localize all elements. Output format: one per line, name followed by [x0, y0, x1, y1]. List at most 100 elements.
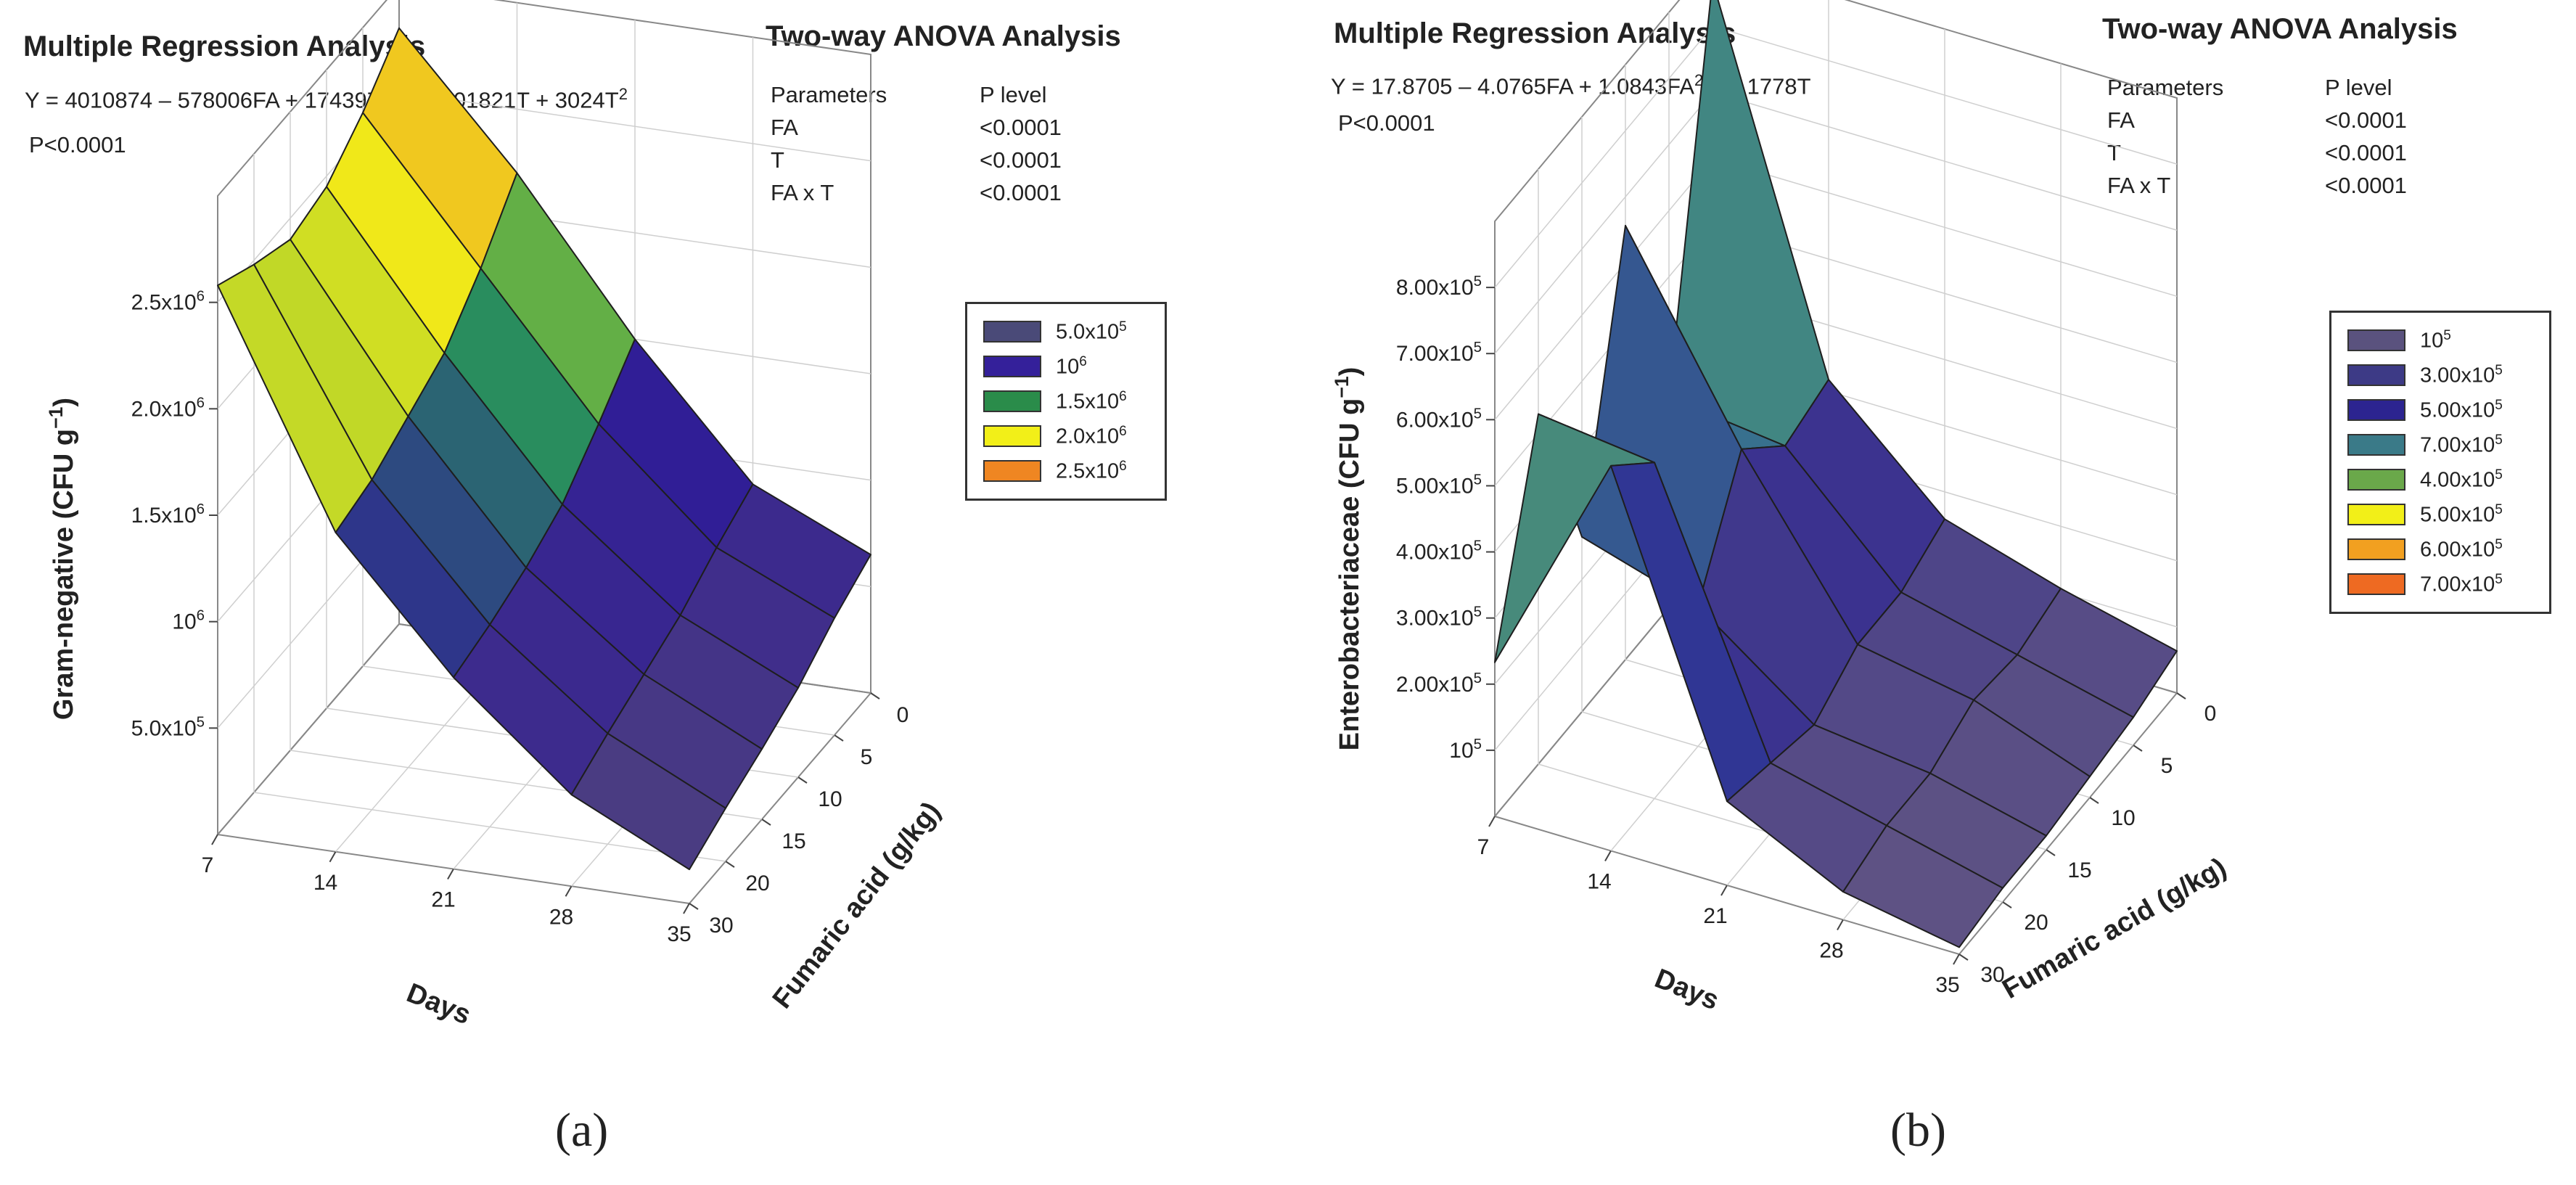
legend-label: 6.00x105	[2420, 536, 2503, 562]
surface-plot-a: 5.0x105 106 1.5x106 2.0x106 2.5x106 7 14 21 28 35…	[45, 0, 946, 1030]
y-tick	[2089, 797, 2099, 804]
y-tick	[2046, 849, 2056, 856]
anova-row: T <0.0001	[771, 144, 1062, 176]
anova-p: <0.0001	[2325, 172, 2407, 198]
legend-label: 3.00x105	[2420, 362, 2503, 388]
x-tick	[1720, 885, 1728, 896]
z-tick-label: 6.00x105	[1396, 406, 1482, 432]
x-tick-label: 35	[667, 922, 691, 946]
z-tick-label: 5.0x105	[131, 714, 205, 740]
z-tick-label: 1.5x106	[131, 501, 205, 528]
x-tick-label: 14	[313, 871, 337, 895]
legend-label: 7.00x105	[2420, 571, 2503, 596]
legend-entry: 5.00x105	[2331, 497, 2549, 532]
regression-p-value: P<0.0001	[29, 132, 126, 157]
anova-table: Parameters P level FA <0.0001 T <0.0001 FA …	[2107, 71, 2407, 202]
legend-entry: 1.5x106	[967, 384, 1165, 419]
anova-header-plevel: P level	[2325, 74, 2392, 100]
legend-swatch	[983, 356, 1041, 377]
legend-b: 105 3.00x105 5.00x105 7.00x105 4.00x105 5.00x…	[2329, 311, 2551, 614]
legend-label: 2.5x106	[1056, 458, 1127, 483]
z-tick-label: 105	[1449, 737, 1482, 763]
anova-param: T	[771, 147, 784, 173]
z-tick-label: 8.00x105	[1396, 274, 1482, 300]
legend-swatch	[983, 460, 1041, 482]
y-tick	[870, 692, 880, 700]
x-tick-label: 7	[1477, 835, 1490, 859]
z-tick-label: 2.0x106	[131, 395, 205, 421]
regression-p-value: P<0.0001	[1338, 110, 1435, 136]
legend-entry: 2.0x106	[967, 419, 1165, 454]
anova-row: FA x T <0.0001	[771, 176, 1062, 209]
anova-title: Two-way ANOVA Analysis	[2102, 13, 2458, 45]
anova-p: <0.0001	[980, 114, 1062, 140]
surface-plot-b: 1052.00x1053.00x1054.00x1055.00x1056.00x…	[1331, 0, 2231, 1016]
gridline	[1494, 91, 1713, 354]
anova-row: FA x T <0.0001	[2107, 169, 2407, 202]
legend-entry: 7.00x105	[2331, 567, 2549, 602]
legend-swatch	[2347, 538, 2405, 560]
y-tick-label: 20	[2024, 911, 2048, 935]
legend-swatch	[2347, 364, 2405, 386]
y-tick	[761, 819, 771, 826]
legend-swatch	[2347, 434, 2405, 456]
y-tick-label: 20	[745, 872, 769, 895]
legend-swatch	[2347, 573, 2405, 595]
z-tick-label: 2.00x105	[1396, 671, 1482, 697]
legend-entry: 105	[2331, 323, 2549, 358]
z-axis-title: Gram-negative (CFU g−1)	[45, 398, 79, 720]
legend-swatch	[983, 425, 1041, 447]
legend-swatch	[2347, 329, 2405, 351]
anova-p: <0.0001	[980, 179, 1062, 205]
legend-swatch	[2347, 399, 2405, 421]
panel-caption-a: (a)	[555, 1104, 609, 1157]
x-tick	[1488, 816, 1496, 827]
legend-swatch	[2347, 504, 2405, 525]
x-tick-label: 14	[1587, 870, 1611, 894]
anova-table: Parameters P level FA <0.0001 T <0.0001 FA …	[771, 78, 1062, 209]
legend-entry: 2.5x106	[967, 454, 1165, 488]
z-tick-label: 5.00x105	[1396, 472, 1482, 498]
x-tick-label: 28	[549, 905, 573, 929]
legend-label: 7.00x105	[2420, 432, 2503, 457]
anova-header-row: Parameters P level	[771, 78, 1062, 111]
anova-param: FA	[2107, 107, 2135, 133]
legend-entry: 4.00x105	[2331, 462, 2549, 497]
gridline	[1494, 25, 1713, 288]
legend-label: 5.0x105	[1056, 319, 1127, 344]
anova-param: FA x T	[771, 179, 834, 205]
legend-entry: 106	[967, 349, 1165, 384]
legend-label: 106	[1056, 353, 1087, 379]
anova-param: FA	[771, 114, 798, 140]
y-tick-label: 5	[861, 745, 873, 769]
legend-swatch	[983, 390, 1041, 412]
x-tick-label: 21	[431, 888, 455, 912]
anova-p: <0.0001	[2325, 139, 2407, 165]
y-tick-label: 30	[709, 914, 733, 938]
legend-entry: 5.00x105	[2331, 393, 2549, 427]
y-tick	[1958, 954, 1969, 961]
y-tick-label: 15	[782, 829, 805, 853]
y-tick-label: 15	[2067, 858, 2091, 882]
legend-label: 105	[2420, 327, 2451, 353]
anova-p: <0.0001	[2325, 107, 2407, 133]
legend-a: 5.0x105 106 1.5x106 2.0x106 2.5x106	[965, 302, 1167, 501]
y-tick	[834, 734, 844, 742]
y-tick	[797, 776, 808, 784]
y-tick-label: 0	[2204, 702, 2217, 726]
x-tick	[1837, 919, 1844, 930]
legend-label: 1.5x106	[1056, 388, 1127, 414]
z-tick-label: 4.00x105	[1396, 538, 1482, 565]
x-tick-label: 21	[1703, 904, 1727, 928]
anova-header-param: Parameters	[2107, 74, 2224, 100]
x-tick	[565, 885, 573, 897]
x-tick	[1604, 850, 1612, 861]
legend-entry: 7.00x105	[2331, 427, 2549, 462]
x-tick-label: 7	[202, 853, 214, 877]
anova-p: <0.0001	[980, 147, 1062, 173]
panel-caption-b: (b)	[1890, 1104, 1946, 1157]
x-tick-label: 28	[1819, 939, 1843, 963]
surface-cell	[1842, 824, 2003, 948]
x-tick	[211, 834, 218, 845]
regression-title: Multiple Regression Analysis	[23, 30, 426, 62]
